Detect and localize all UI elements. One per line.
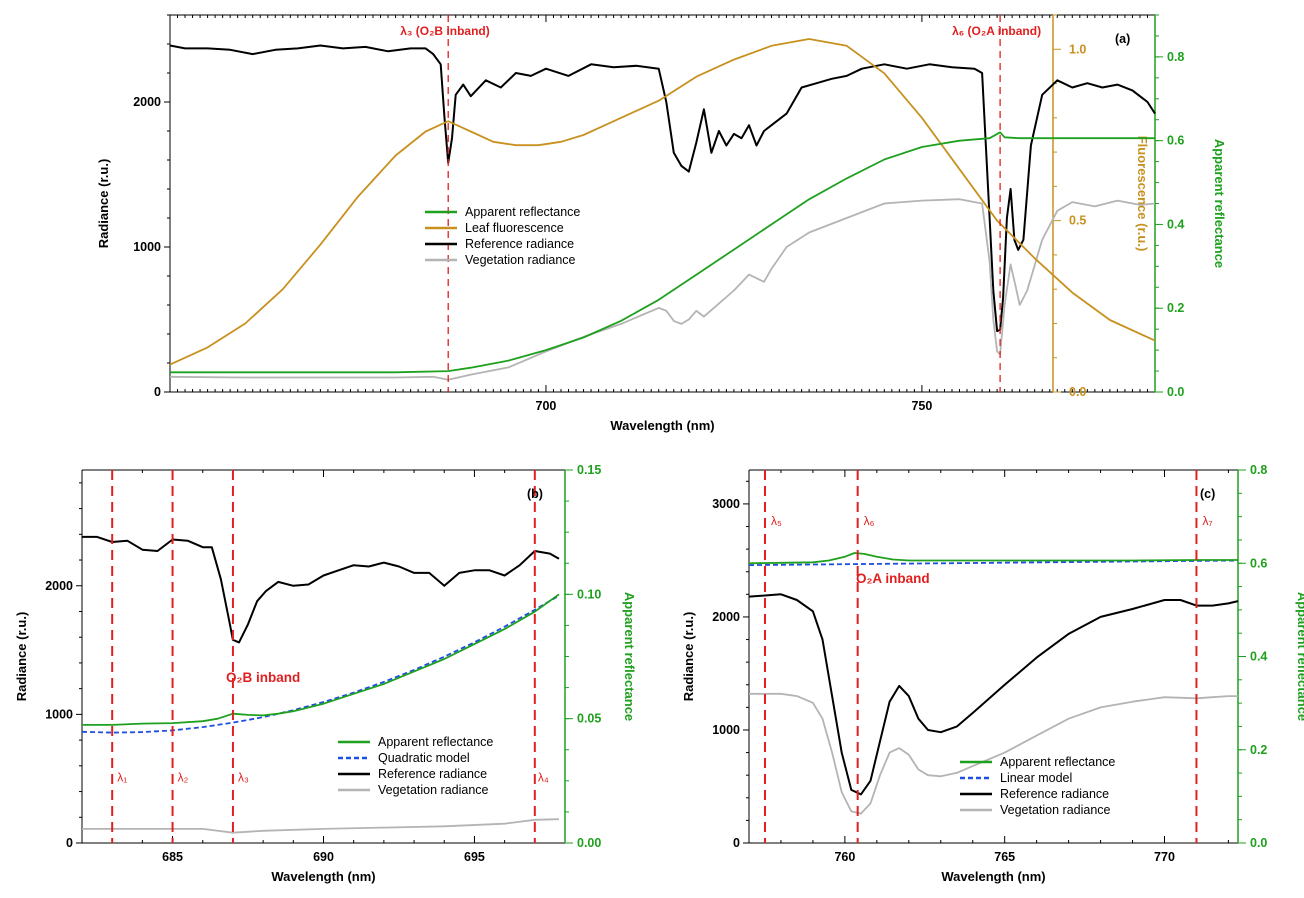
series-apparent-reflectance xyxy=(170,131,1155,374)
reflectance-tick-label: 0.8 xyxy=(1250,463,1267,477)
reflectance-tick-label: 0.8 xyxy=(1167,50,1184,64)
y-tick-label: 2000 xyxy=(45,579,73,593)
inband-annotation: O₂B inband xyxy=(226,670,300,685)
reflectance-tick-label: 0.10 xyxy=(577,587,601,601)
legend-label-1-1: Quadratic model xyxy=(378,751,470,765)
legend-label-2-1: Linear model xyxy=(1000,771,1072,785)
series-reference-radiance xyxy=(169,44,1156,333)
series-quadratic-model xyxy=(81,594,560,734)
y-tick-label: 1000 xyxy=(45,707,73,721)
x-tick-label: 770 xyxy=(1154,850,1175,864)
reflectance-axis-label: Apparent reflectance xyxy=(622,592,637,721)
marker-label: λ₃ xyxy=(238,770,249,784)
marker-label: λ₂ xyxy=(178,770,189,784)
x-tick-label: 765 xyxy=(994,850,1015,864)
reflectance-tick-label: 0.15 xyxy=(577,463,601,477)
x-axis-label: Wavelength (nm) xyxy=(610,418,714,433)
legend-label-0-2: Reference radiance xyxy=(465,237,574,251)
y-tick-label: 0 xyxy=(733,836,740,850)
series-vegetation-radiance xyxy=(82,818,560,834)
fluorescence-axis-label: Fluorescence (r.u.) xyxy=(1135,136,1150,252)
reflectance-tick-label: 0.4 xyxy=(1250,650,1267,664)
legend-label-1-3: Vegetation radiance xyxy=(378,783,489,797)
x-tick-label: 690 xyxy=(313,850,334,864)
x-tick-label: 685 xyxy=(162,850,183,864)
legend-label-0-0: Apparent reflectance xyxy=(465,205,580,219)
series-linear-model xyxy=(748,559,1239,566)
y-axis-label: Radiance (r.u.) xyxy=(14,612,29,702)
legend-label-2-2: Reference radiance xyxy=(1000,787,1109,801)
series-reference-radiance xyxy=(748,593,1239,796)
legend-label-2-0: Apparent reflectance xyxy=(1000,755,1115,769)
y-tick-label: 0 xyxy=(66,836,73,850)
marker-label: λ₆ xyxy=(864,514,875,528)
reflectance-tick-label: 0.2 xyxy=(1250,743,1267,757)
series-leaf-fluorescence xyxy=(169,38,1156,366)
fluorescence-tick-label: 0.5 xyxy=(1069,214,1086,228)
y-axis-label: Radiance (r.u.) xyxy=(96,159,111,249)
reflectance-tick-label: 0.0 xyxy=(1167,385,1184,399)
y-axis-label: Radiance (r.u.) xyxy=(681,612,696,702)
marker-label: λ₃ (O₂B inband) xyxy=(400,24,490,38)
reflectance-tick-label: 0.00 xyxy=(577,836,601,850)
legend-label-1-0: Apparent reflectance xyxy=(378,735,493,749)
marker-label: λ₁ xyxy=(117,770,127,784)
y-tick-label: 1000 xyxy=(712,723,740,737)
y-tick-label: 0 xyxy=(154,385,161,399)
series-apparent-reflectance xyxy=(748,552,1238,565)
reflectance-tick-label: 0.05 xyxy=(577,712,601,726)
fluorescence-tick-label: 0.0 xyxy=(1069,385,1086,399)
legend-label-0-1: Leaf fluorescence xyxy=(465,221,564,235)
reflectance-axis-label: Apparent reflectance xyxy=(1295,592,1304,721)
reflectance-tick-label: 0.2 xyxy=(1167,301,1184,315)
y-tick-label: 1000 xyxy=(133,240,161,254)
reflectance-tick-label: 0.0 xyxy=(1250,836,1267,850)
x-tick-label: 700 xyxy=(536,399,557,413)
panel-c: 760 765 770 Wavelength (nm) 0 1000 2000 3000 Rad… xyxy=(681,463,1304,884)
series-vegetation-radiance xyxy=(749,692,1238,815)
marker-label: λ₇ xyxy=(1202,514,1212,528)
panel-label: (b) xyxy=(527,487,543,501)
panel-label: (a) xyxy=(1115,32,1130,46)
x-tick-label: 750 xyxy=(911,399,932,413)
panel-label: (c) xyxy=(1200,487,1215,501)
x-axis-label: Wavelength (nm) xyxy=(271,869,375,884)
legend-label-2-3: Vegetation radiance xyxy=(1000,803,1111,817)
legend-label-1-2: Reference radiance xyxy=(378,767,487,781)
reflectance-axis-label: Apparent reflectance xyxy=(1212,139,1227,268)
x-tick-label: 695 xyxy=(464,850,485,864)
y-tick-label: 2000 xyxy=(712,610,740,624)
x-tick-label: 760 xyxy=(834,850,855,864)
marker-label: λ₄ xyxy=(538,770,549,784)
y-tick-label: 3000 xyxy=(712,497,740,511)
fluorescence-tick-label: 1.0 xyxy=(1069,42,1086,56)
series-vegetation-radiance xyxy=(169,198,1156,381)
y-tick-label: 2000 xyxy=(133,95,161,109)
legend-label-0-3: Vegetation radiance xyxy=(465,253,576,267)
inband-annotation: O₂A inband xyxy=(856,571,930,586)
series-apparent-reflectance xyxy=(82,593,560,726)
marker-label: λ₆ (O₂A inband) xyxy=(952,24,1041,38)
reflectance-tick-label: 0.4 xyxy=(1167,217,1184,231)
reflectance-tick-label: 0.6 xyxy=(1167,134,1184,148)
series-reference-radiance xyxy=(82,535,560,644)
panel-a: 700 750 Wavelength (nm) 0 1000 2000 Radiance (… xyxy=(96,14,1227,433)
x-axis-label: Wavelength (nm) xyxy=(941,869,1045,884)
reflectance-tick-label: 0.6 xyxy=(1250,556,1267,570)
marker-label: λ₅ xyxy=(771,514,782,528)
panel-b: 685 690 695 Wavelength (nm) 0 1000 2000 Radianc… xyxy=(14,463,637,884)
